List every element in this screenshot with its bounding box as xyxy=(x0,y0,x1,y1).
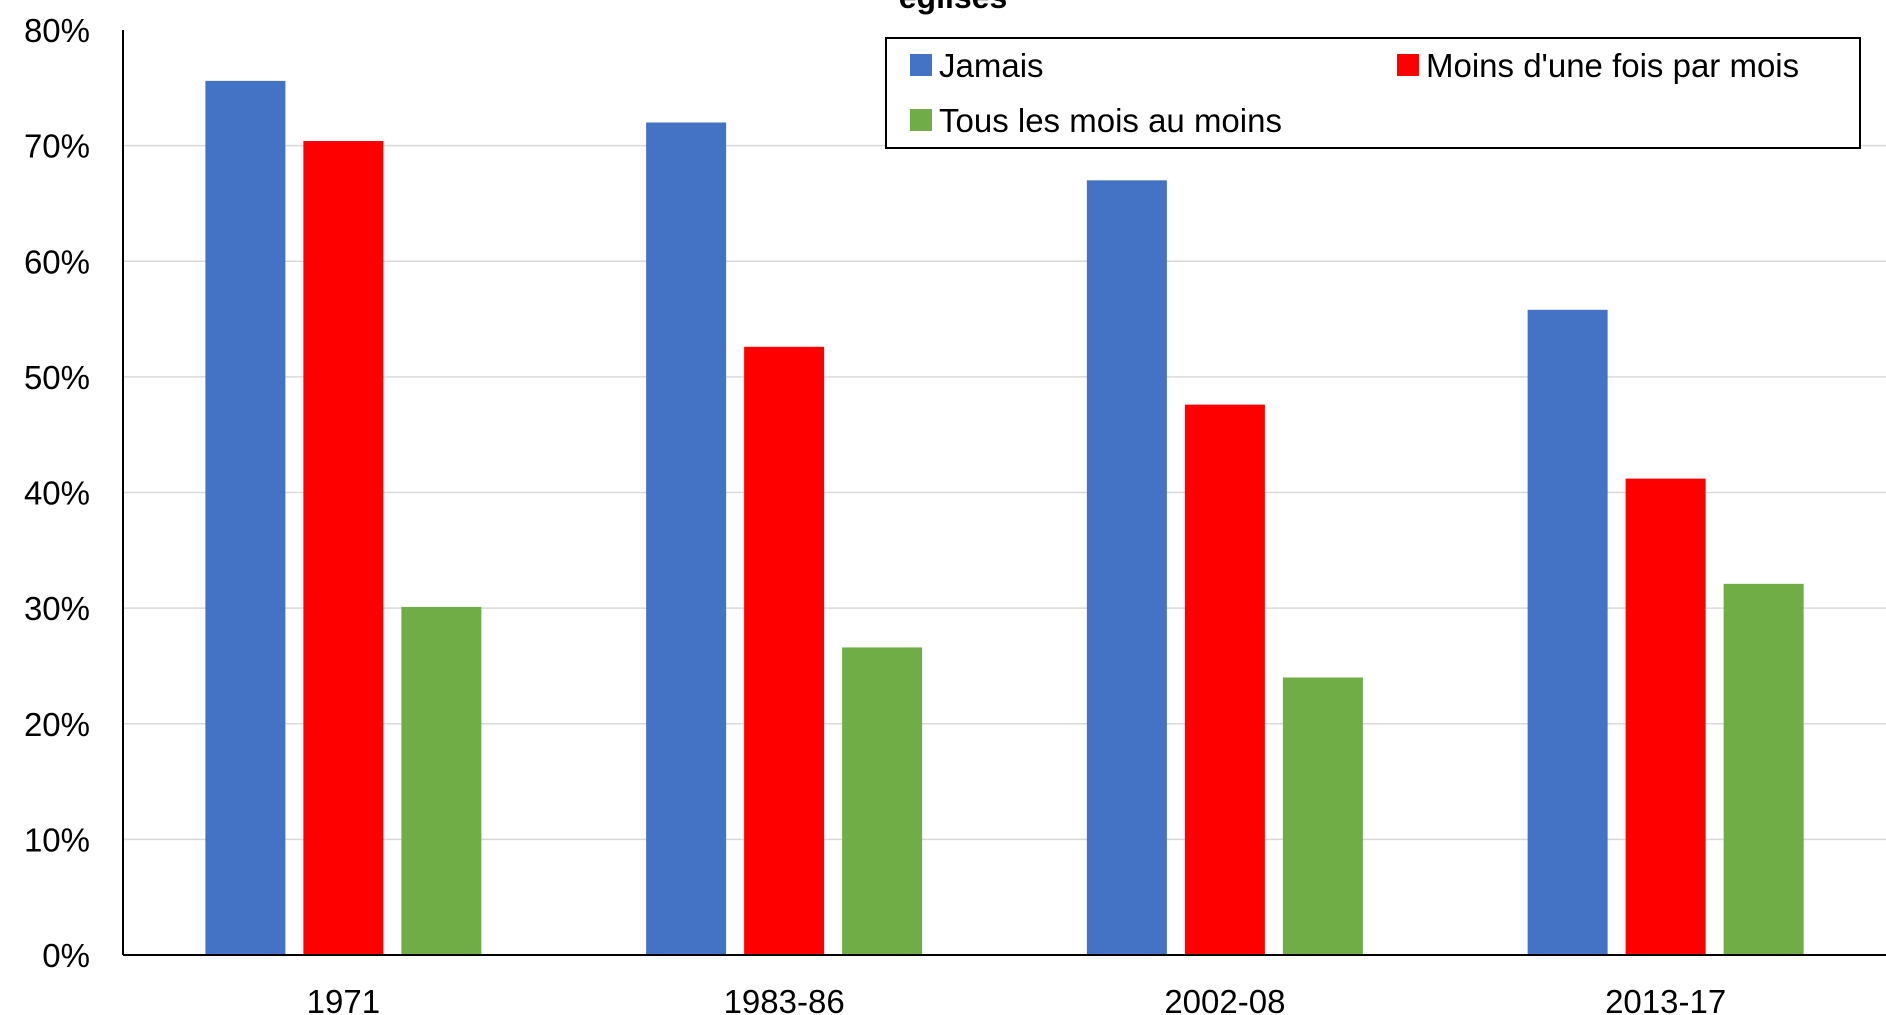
bars xyxy=(205,80,1804,955)
x-tick-label: 1983-86 xyxy=(724,983,845,1015)
y-tick-label: 20% xyxy=(24,706,90,743)
bar xyxy=(205,80,286,955)
y-tick-label: 40% xyxy=(24,475,90,512)
y-axis-ticks: 0% 10% 20% 30% 40% 50% 60% 70% 80% xyxy=(24,12,90,974)
axes xyxy=(122,30,1886,956)
y-tick-label: 10% xyxy=(24,821,90,858)
legend-swatch xyxy=(910,54,932,76)
bar xyxy=(1282,677,1363,955)
x-tick-label: 1971 xyxy=(307,983,380,1015)
bar xyxy=(303,141,384,955)
bar xyxy=(1723,583,1804,955)
y-tick-label: 70% xyxy=(24,128,90,165)
y-tick-label: 80% xyxy=(24,12,90,49)
bar xyxy=(1184,404,1265,955)
legend-swatch xyxy=(910,109,932,131)
x-tick-label: 2013-17 xyxy=(1605,983,1726,1015)
legend-box xyxy=(885,37,1861,149)
x-tick-label: 2002-08 xyxy=(1164,983,1285,1015)
legend-label: Moins d'une fois par mois xyxy=(1426,47,1799,84)
gridlines xyxy=(123,144,1886,841)
bar xyxy=(744,346,825,955)
bar xyxy=(401,606,482,955)
y-tick-label: 30% xyxy=(24,590,90,627)
bar xyxy=(1527,309,1608,955)
legend-label: Tous les mois au moins xyxy=(939,102,1282,139)
legend: Jamais Moins d'une fois par mois Tous les … xyxy=(885,37,1861,149)
bar xyxy=(646,122,727,955)
legend-swatch xyxy=(1397,54,1419,76)
bar xyxy=(1086,180,1167,955)
y-tick-label: 60% xyxy=(24,243,90,280)
y-tick-label: 0% xyxy=(42,937,90,974)
x-axis-ticks: 1971 1983-86 2002-08 2013-17 xyxy=(307,983,1727,1015)
bar xyxy=(842,647,923,955)
bar xyxy=(1625,478,1706,955)
chart-title: églises xyxy=(899,0,1008,15)
legend-label: Jamais xyxy=(939,47,1044,84)
y-tick-label: 50% xyxy=(24,359,90,396)
